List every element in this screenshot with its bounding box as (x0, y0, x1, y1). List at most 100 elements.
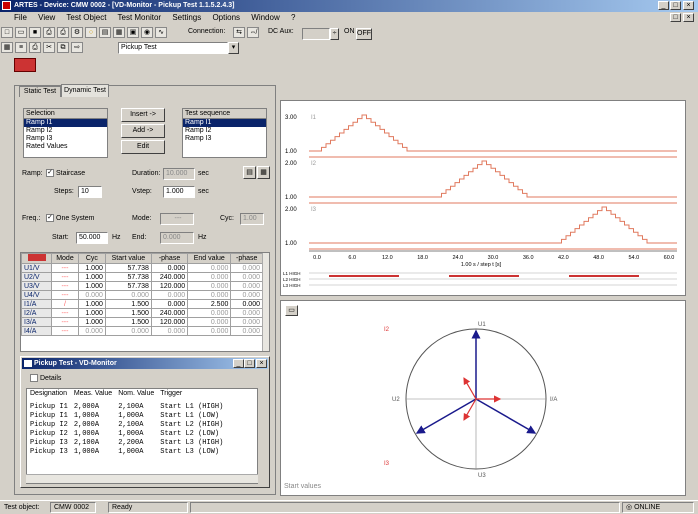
test-select-dropdown-icon[interactable]: ▾ (228, 42, 239, 54)
add-button[interactable]: Add -> (121, 124, 165, 138)
mode-field[interactable]: --- (160, 213, 194, 225)
grid-cell[interactable]: 0.000 (187, 308, 232, 318)
grid-cell[interactable]: 0.000 (77, 326, 106, 336)
chart-icon[interactable]: ▤ (99, 27, 111, 38)
grid-cell[interactable]: 240.000 (150, 308, 189, 318)
grid-cell[interactable]: 1.000 (77, 308, 106, 318)
list-icon[interactable]: ≡ (15, 42, 27, 53)
grid-cell[interactable]: 57.738 (104, 263, 152, 273)
mdi-close-button[interactable]: × (683, 13, 694, 22)
table-row[interactable]: U2/V --- 1.000 57.738 240.000 0.000 0.000 (21, 272, 263, 282)
menu-view[interactable]: View (38, 13, 56, 22)
copy-icon[interactable]: ⧉ (57, 42, 69, 53)
grid-cell[interactable]: 0.000 (104, 290, 152, 300)
grid-cell[interactable]: 57.738 (104, 281, 152, 291)
grid-cell[interactable]: 1.000 (77, 299, 106, 309)
monitor-icon[interactable]: ▣ (127, 27, 139, 38)
grid-cell[interactable]: 0.000 (187, 317, 232, 327)
staircase-checkbox[interactable]: ✓ Staircase (46, 168, 85, 180)
test-select[interactable]: Pickup Test (118, 42, 228, 54)
menu-test-monitor[interactable]: Test Monitor (117, 13, 162, 22)
table-row[interactable]: Pickup I1 2,000A 2,100A Start L1 (HIGH) (27, 402, 226, 411)
selection-item[interactable]: Ramp I3 (26, 135, 53, 142)
disconnect-icon[interactable]: ⇎ (247, 27, 259, 38)
table-row[interactable]: U1/V --- 1.000 57.738 0.000 0.000 0.000 (21, 263, 263, 273)
wave-icon[interactable]: ∿ (155, 27, 167, 38)
table-row[interactable]: I1/A/1.000 1.500 0.000 2.500 0.000 (21, 299, 263, 309)
sequence-item[interactable]: Ramp I3 (185, 135, 212, 142)
minimize-button[interactable]: _ (658, 1, 669, 10)
grid-cell[interactable]: --- (51, 317, 79, 327)
table-row[interactable]: U3/V --- 1.000 57.738 120.000 0.000 0.000 (21, 281, 263, 291)
off-toggle[interactable]: OFF (356, 28, 372, 40)
grid-cell[interactable]: 1.500 (104, 308, 152, 318)
menu-window[interactable]: Window (251, 13, 280, 22)
open-folder-icon[interactable]: ▭ (15, 27, 27, 38)
maximize-button[interactable]: □ (670, 1, 681, 10)
grid-scrollbar[interactable] (262, 253, 269, 351)
new-file-icon[interactable]: □ (1, 27, 13, 38)
record-icon[interactable]: ◉ (141, 27, 153, 38)
grid-cell[interactable]: 2.500 (187, 299, 232, 309)
table-row[interactable]: Pickup I2 1,000A 1,000A Start L2 (LOW) (27, 429, 226, 438)
grid-cell[interactable]: 0.000 (230, 281, 263, 291)
table-row[interactable]: Pickup I1 1,000A 1,000A Start L1 (LOW) (27, 411, 226, 420)
table-row[interactable]: I2/A --- 1.000 1.500 240.000 0.000 0.000 (21, 308, 263, 318)
grid-cell[interactable]: 120.000 (150, 281, 189, 291)
on-label[interactable]: ON (344, 28, 355, 35)
one-system-checkbox[interactable]: ✓ One System (46, 213, 95, 225)
duration-field[interactable]: 10.000 (163, 168, 195, 180)
print-preview-icon[interactable]: ⎙ (43, 27, 55, 38)
grid-cell[interactable]: --- (51, 272, 79, 282)
vm-horizontal-scrollbar[interactable] (26, 474, 258, 483)
grid-cell[interactable]: 0.000 (230, 272, 263, 282)
menu-test-object[interactable]: Test Object (66, 13, 107, 22)
cut-icon[interactable]: ✂ (43, 42, 55, 53)
insert-button[interactable]: Insert -> (121, 108, 165, 122)
grid-cell[interactable]: 0.000 (230, 263, 263, 273)
table-row[interactable]: Pickup I2 2,000A 2,100A Start L2 (HIGH) (27, 420, 226, 429)
grid-cell[interactable]: --- (51, 263, 79, 273)
vstep-field[interactable]: 1.000 (163, 186, 195, 198)
sequence-item[interactable]: Ramp I2 (185, 127, 212, 134)
menu-options[interactable]: Options (212, 13, 241, 22)
grid-cell[interactable]: 0.000 (150, 263, 189, 273)
tab-static-test[interactable]: Static Test (19, 86, 61, 97)
details-checkbox[interactable]: Details (30, 373, 61, 385)
grid-cell[interactable]: --- (51, 326, 79, 336)
vd-close-button[interactable]: × (256, 359, 267, 368)
grid-cell[interactable]: 0.000 (150, 326, 189, 336)
grid-cell[interactable]: --- (51, 281, 79, 291)
vd-minimize-button[interactable]: _ (233, 359, 244, 368)
connect-icon[interactable]: ⇆ (233, 27, 245, 38)
arrow-icon[interactable]: ⇨ (71, 42, 83, 53)
table-icon[interactable]: ▦ (1, 42, 13, 53)
grid-cell[interactable]: 0.000 (230, 326, 263, 336)
grid-cell[interactable]: 0.000 (150, 299, 189, 309)
mdi-restore-button[interactable]: □ (670, 13, 681, 22)
grid-cell[interactable]: 57.738 (104, 272, 152, 282)
table-row[interactable]: Pickup I3 1,000A 1,000A Start L3 (LOW) (27, 447, 226, 456)
menu-help[interactable]: ? (290, 13, 296, 22)
print2-icon[interactable]: ⎙ (29, 42, 41, 53)
grid-cell[interactable]: 0.000 (187, 326, 232, 336)
steps-field[interactable]: 10 (78, 186, 102, 198)
sequence-item[interactable]: Ramp I1 (183, 119, 266, 127)
dc-aux-spinner[interactable]: ÷ (330, 28, 339, 40)
grid-cell[interactable]: 1.000 (77, 317, 106, 327)
grid-cell[interactable]: 0.000 (230, 317, 263, 327)
dc-aux-field[interactable] (302, 28, 330, 40)
table-row[interactable]: Pickup I3 2,100A 2,200A Start L3 (HIGH) (27, 438, 226, 447)
menu-file[interactable]: File (14, 13, 27, 22)
grid-cell[interactable]: 0.000 (230, 299, 263, 309)
start-field[interactable]: 50.000 (76, 232, 108, 244)
grid-cell[interactable]: / (51, 299, 79, 309)
cyc-field[interactable]: 1.00 (240, 213, 264, 225)
grid-cell[interactable]: --- (51, 308, 79, 318)
end-field[interactable]: 0.000 (160, 232, 194, 244)
grid-cell[interactable]: 1.000 (77, 281, 106, 291)
phasor-settings-icon[interactable]: ▭ (285, 305, 298, 316)
table-row[interactable]: I3/A --- 1.000 1.500 120.000 0.000 0.000 (21, 317, 263, 327)
grid-cell[interactable]: 0.000 (150, 290, 189, 300)
table-row[interactable]: I4/A --- 0.000 0.000 0.000 0.000 0.000 (21, 326, 263, 336)
